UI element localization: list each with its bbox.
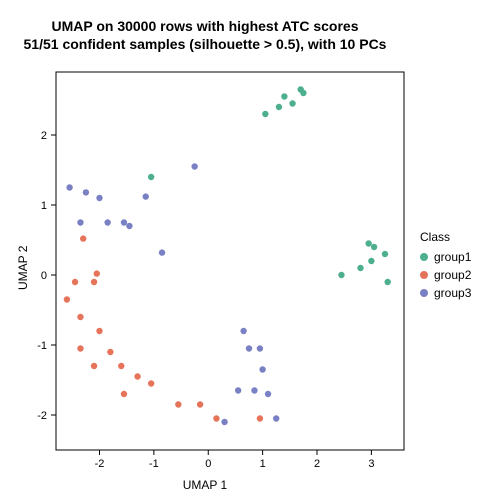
point-group3 xyxy=(273,415,279,421)
legend-item-label: group3 xyxy=(434,286,471,300)
point-group1 xyxy=(384,279,390,285)
legend-item-label: group2 xyxy=(434,268,471,282)
point-group3 xyxy=(104,219,110,225)
x-tick-label: -2 xyxy=(95,458,105,470)
point-group3 xyxy=(126,223,132,229)
point-group1 xyxy=(368,258,374,264)
x-tick-label: 1 xyxy=(260,458,266,470)
point-group3 xyxy=(96,195,102,201)
x-tick-label: 3 xyxy=(368,458,374,470)
point-group3 xyxy=(143,193,149,199)
point-group3 xyxy=(159,249,165,255)
legend-marker-icon xyxy=(420,271,428,279)
point-group3 xyxy=(121,219,127,225)
legend-item-label: group1 xyxy=(434,250,471,264)
point-group1 xyxy=(276,104,282,110)
chart-root: UMAP on 30000 rows with highest ATC scor… xyxy=(0,0,504,504)
point-group2 xyxy=(134,373,140,379)
point-group2 xyxy=(118,363,124,369)
point-group1 xyxy=(289,100,295,106)
point-group3 xyxy=(257,345,263,351)
point-group2 xyxy=(107,349,113,355)
point-group3 xyxy=(77,219,83,225)
plot-border xyxy=(56,72,404,450)
point-group3 xyxy=(191,163,197,169)
y-tick-label: 0 xyxy=(41,270,47,282)
point-group2 xyxy=(175,401,181,407)
point-group3 xyxy=(259,366,265,372)
point-group1 xyxy=(338,272,344,278)
point-group1 xyxy=(371,244,377,250)
legend-items: group1 group2 group3 xyxy=(420,250,471,300)
point-group2 xyxy=(197,401,203,407)
legend-item-group3: group3 xyxy=(420,286,471,300)
point-group2 xyxy=(91,279,97,285)
y-tick-label: -2 xyxy=(37,410,47,422)
point-group3 xyxy=(251,387,257,393)
x-tick-label: 0 xyxy=(205,458,211,470)
point-group2 xyxy=(72,279,78,285)
point-group2 xyxy=(77,345,83,351)
point-group3 xyxy=(83,189,89,195)
legend-marker-icon xyxy=(420,289,428,297)
y-tick-label: 1 xyxy=(41,200,47,212)
point-group2 xyxy=(121,391,127,397)
legend: Class group1 group2 group3 xyxy=(420,230,471,304)
point-group2 xyxy=(64,296,70,302)
title-line-1: UMAP on 30000 rows with highest ATC scor… xyxy=(0,18,410,36)
x-axis-label: UMAP 1 xyxy=(0,478,410,492)
point-group3 xyxy=(265,391,271,397)
y-axis-label: UMAP 2 xyxy=(16,246,30,290)
point-group3 xyxy=(221,419,227,425)
legend-item-group2: group2 xyxy=(420,268,471,282)
point-group2 xyxy=(91,363,97,369)
title-line-2: 51/51 confident samples (silhouette > 0.… xyxy=(0,36,410,54)
chart-title: UMAP on 30000 rows with highest ATC scor… xyxy=(0,18,410,53)
point-group2 xyxy=(77,314,83,320)
point-group1 xyxy=(148,174,154,180)
point-group2 xyxy=(96,328,102,334)
point-group1 xyxy=(262,111,268,117)
point-group2 xyxy=(148,380,154,386)
legend-marker-icon xyxy=(420,253,428,261)
point-group1 xyxy=(300,90,306,96)
y-tick-label: -1 xyxy=(37,340,47,352)
legend-item-group1: group1 xyxy=(420,250,471,264)
x-tick-label: 2 xyxy=(314,458,320,470)
point-group2 xyxy=(257,415,263,421)
point-group3 xyxy=(246,345,252,351)
point-group2 xyxy=(213,415,219,421)
point-group1 xyxy=(382,251,388,257)
y-tick-label: 2 xyxy=(41,130,47,142)
point-group1 xyxy=(365,240,371,246)
point-group2 xyxy=(94,270,100,276)
point-group1 xyxy=(357,265,363,271)
point-group3 xyxy=(235,387,241,393)
point-group3 xyxy=(66,184,72,190)
x-tick-label: -1 xyxy=(149,458,159,470)
legend-title: Class xyxy=(420,230,471,244)
point-group1 xyxy=(281,93,287,99)
point-group2 xyxy=(80,235,86,241)
point-group3 xyxy=(240,328,246,334)
